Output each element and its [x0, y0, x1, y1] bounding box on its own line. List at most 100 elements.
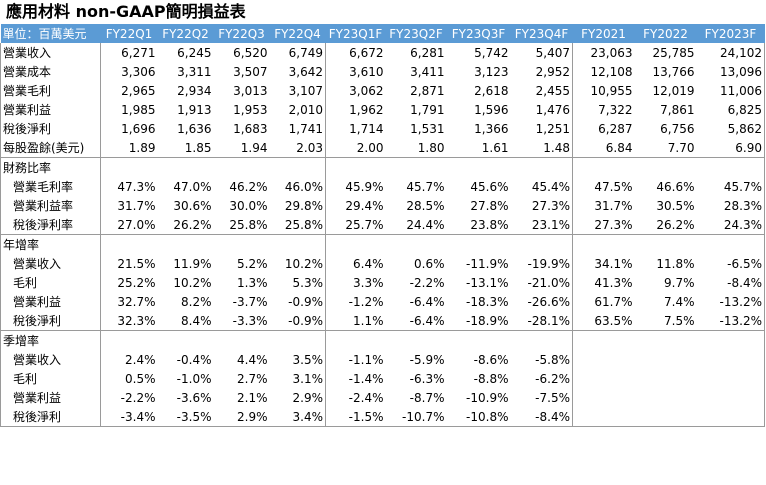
table-cell: 2,871 — [410, 83, 445, 98]
table-cell: 2.9% — [213, 407, 270, 427]
table-cell: 5,742 — [474, 45, 509, 60]
table-cell: 24,102 — [696, 43, 765, 62]
column-header: FY23Q3F — [446, 24, 511, 43]
table-cell: -6.2% — [510, 369, 573, 388]
table-cell: -11.9% — [466, 256, 509, 271]
table-cell: 10.2% — [269, 254, 326, 273]
empty-cell — [157, 330, 214, 350]
table-cell: -7.5% — [510, 388, 573, 407]
table-cell: -6.4% — [409, 294, 445, 309]
table-cell: 2.03 — [269, 138, 326, 158]
table-cell: 41.3% — [594, 275, 633, 290]
table-cell: -18.9% — [466, 313, 509, 328]
table-cell: 4.4% — [237, 352, 268, 367]
table-cell: 10.2% — [173, 275, 212, 290]
empty-cell — [510, 234, 573, 254]
table-cell: 1,696 — [121, 121, 156, 136]
table-cell: -10.9% — [466, 390, 509, 405]
row-label: 稅後淨利率 — [0, 215, 101, 235]
table-cell: 30.5% — [656, 198, 695, 213]
table-cell: 3,123 — [474, 64, 509, 79]
table-row: 每股盈餘(美元) 1.89 1.85 1.94 2.03 2.00 1.80 1.61 1.48… — [0, 138, 765, 158]
empty-cell — [213, 330, 270, 350]
table-cell — [696, 350, 765, 369]
table-cell: 27.3% — [594, 217, 633, 232]
table-cell: 30.6% — [173, 198, 212, 213]
empty-cell — [269, 157, 326, 177]
table-cell: 7.70 — [667, 140, 695, 155]
column-header: FY2021 — [572, 24, 635, 43]
table-cell: 3,107 — [269, 81, 326, 100]
table-cell: 6,756 — [660, 121, 695, 136]
column-header: FY23Q4F — [510, 24, 573, 43]
table-cell: -19.9% — [510, 254, 573, 273]
table-cell: -2.2% — [409, 275, 445, 290]
table-cell: 27.0% — [117, 217, 156, 232]
table-cell: 2.7% — [237, 371, 268, 386]
empty-cell — [634, 157, 697, 177]
table-cell: -1.4% — [348, 371, 384, 386]
table-cell: 31.7% — [594, 198, 633, 213]
empty-cell — [446, 234, 511, 254]
table-cell: 6,287 — [598, 121, 633, 136]
empty-cell — [634, 330, 697, 350]
table-cell: -13.2% — [696, 311, 765, 331]
table-row: 稅後淨利 32.3% 8.4% -3.3% -0.9% 1.1% -6.4% -18.9% -2… — [0, 311, 765, 331]
table-cell: 46.0% — [269, 177, 326, 196]
empty-cell — [510, 157, 573, 177]
row-label: 毛利 — [0, 273, 101, 292]
table-row: 營業收入 2.4% -0.4% 4.4% 3.5% -1.1% -5.9% -8.6% -5.8… — [0, 350, 765, 369]
table-cell: 3.4% — [269, 407, 326, 427]
table-cell: 23.8% — [470, 217, 509, 232]
table-cell: -10.7% — [385, 407, 447, 427]
column-header: FY22Q1 — [100, 24, 158, 43]
table-cell: 2,010 — [269, 100, 326, 119]
table-cell: 25.8% — [229, 217, 268, 232]
column-header: FY22Q3 — [213, 24, 270, 43]
table-cell: 5.3% — [269, 273, 326, 292]
empty-cell — [157, 157, 214, 177]
table-cell: 1,251 — [510, 119, 573, 138]
table-cell: 27.8% — [470, 198, 509, 213]
table-cell: 6,271 — [121, 45, 156, 60]
column-header: FY2022 — [634, 24, 697, 43]
table-cell: 12,108 — [590, 64, 633, 79]
table-cell: 1.61 — [481, 140, 509, 155]
section-title: 年增率 — [0, 234, 101, 254]
empty-cell — [572, 234, 635, 254]
table-cell: 29.4% — [345, 198, 384, 213]
table-cell: 24.3% — [696, 215, 765, 235]
table-cell: 46.6% — [656, 179, 695, 194]
row-label: 營業利益 — [0, 100, 101, 119]
table-cell: 6.84 — [605, 140, 633, 155]
table-cell: 6,520 — [233, 45, 268, 60]
table-cell: 47.0% — [173, 179, 212, 194]
column-header: FY23Q2F — [385, 24, 447, 43]
empty-cell — [269, 330, 326, 350]
table-cell: 2.1% — [237, 390, 268, 405]
section-title: 財務比率 — [0, 157, 101, 177]
table-cell: 6,825 — [696, 100, 765, 119]
table-cell: 25,785 — [652, 45, 695, 60]
table-cell: 3.3% — [353, 275, 384, 290]
table-cell: 32.3% — [117, 313, 156, 328]
table-cell: 46.2% — [229, 179, 268, 194]
row-label: 營業利益 — [0, 292, 101, 311]
empty-cell — [100, 330, 158, 350]
table-cell: 8.2% — [181, 294, 212, 309]
table-cell: 2,618 — [474, 83, 509, 98]
table-cell: 3,507 — [233, 64, 268, 79]
page-title: 應用材料 non-GAAP簡明損益表 — [6, 2, 246, 21]
table-cell: 13,766 — [652, 64, 695, 79]
table-row: 營業收入 6,271 6,245 6,520 6,749 6,672 6,281 5,742 5… — [0, 43, 765, 62]
table-cell: 45.4% — [510, 177, 573, 196]
table-cell: -21.0% — [510, 273, 573, 292]
row-label: 營業利益率 — [0, 196, 101, 215]
table-cell: 5.2% — [237, 256, 268, 271]
table-cell: 3.1% — [269, 369, 326, 388]
table-cell: 2,455 — [510, 81, 573, 100]
table-cell: 3,306 — [121, 64, 156, 79]
table-cell: -8.4% — [510, 407, 573, 427]
table-cell: 1,366 — [474, 121, 509, 136]
table-row: 營業毛利率 47.3% 47.0% 46.2% 46.0% 45.9% 45.7% 45.6%… — [0, 177, 765, 196]
